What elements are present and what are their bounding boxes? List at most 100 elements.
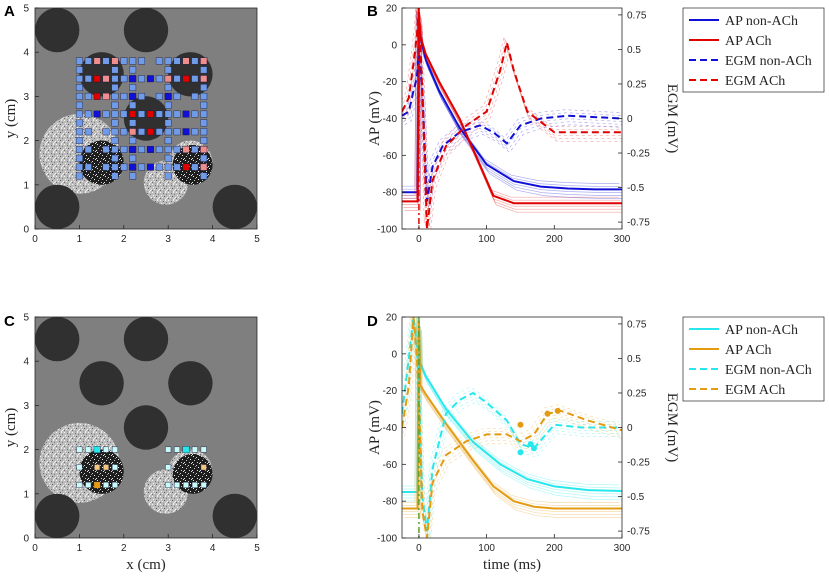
electrode-site (200, 172, 208, 180)
y-axis-label: AP (mV) (367, 400, 383, 455)
electrode-site-ach-light (94, 464, 101, 471)
electrode-site (75, 57, 83, 65)
electrode-site (155, 163, 163, 171)
legend-label: AP ACh (725, 343, 772, 358)
dark-disc (35, 7, 80, 53)
activation-marker (544, 410, 551, 417)
electrode-site (111, 119, 119, 127)
electrode-site-nonach (146, 75, 154, 83)
electrode-site-light (200, 446, 207, 453)
electrode-site (84, 110, 92, 118)
electrode-site (75, 119, 83, 127)
y-tick-label: 20 (386, 4, 398, 15)
electrode-site-ach-light (102, 75, 110, 83)
electrode-site-ach-light (200, 464, 207, 471)
trace-egm-ach (402, 8, 622, 229)
electrode-site-ach (93, 481, 101, 489)
y-tick-label: -100 (377, 534, 397, 545)
y-right-tick-label: -0.75 (627, 527, 650, 538)
legend-label: EGM ACh (725, 383, 785, 398)
electrode-site (129, 101, 137, 109)
electrode-site (138, 163, 146, 171)
electrode-site (111, 172, 119, 180)
electrode-site-light (111, 482, 118, 488)
trace-ap-ach (402, 11, 622, 205)
electrode-site (75, 163, 83, 171)
y-right-tick-label: -0.75 (627, 218, 650, 229)
electrode-site (120, 128, 128, 136)
x-tick-label: 4 (210, 543, 216, 554)
dark-disc (123, 7, 169, 53)
electrode-site (129, 154, 137, 162)
electrode-site (164, 163, 172, 171)
x-tick-label: 3 (165, 234, 171, 245)
electrode-site (129, 137, 137, 145)
electrode-site-ach (182, 75, 190, 83)
x-tick-label: 0 (416, 234, 422, 245)
electrode-site-nonach (129, 92, 137, 100)
dark-disc (35, 493, 80, 539)
electrode-site (164, 145, 172, 153)
axes-frame (34, 316, 258, 539)
y-tick-label: 3 (23, 92, 29, 103)
legend-box (682, 316, 825, 402)
electrode-site (173, 128, 181, 136)
electrode-site (173, 163, 181, 171)
x-tick-label: 1 (77, 543, 83, 554)
electrode-site (138, 92, 146, 100)
y-right-tick-label: -0.25 (627, 458, 650, 469)
trace-variant (404, 20, 622, 213)
activation-marker (527, 441, 534, 448)
trace-variant (402, 317, 621, 529)
electrode-site (75, 75, 83, 83)
electrode-site (84, 163, 92, 171)
electrode-site-light (103, 446, 109, 453)
y-tick-label: 5 (23, 313, 29, 324)
electrode-site (200, 110, 208, 118)
electrode-site-ach (146, 110, 154, 118)
legend-label: AP ACh (725, 34, 772, 49)
axes-frame (34, 7, 258, 230)
trace-variant (404, 329, 622, 518)
y-tick-label: 1 (23, 180, 29, 191)
y-axis-label: AP (mV) (367, 91, 383, 146)
y-right-tick-label: 0 (627, 423, 633, 434)
electrode-site (75, 110, 83, 118)
electrode-site (173, 92, 181, 100)
electrode-site (173, 145, 181, 153)
electrode-site (164, 119, 172, 127)
electrode-site (155, 110, 163, 118)
traces (402, 8, 622, 229)
x-tick-label: 3 (165, 543, 171, 554)
electrode-site-light (165, 482, 172, 488)
y-tick-label: 3 (23, 401, 29, 412)
electrode-site (111, 163, 119, 171)
trace-variant (402, 317, 620, 526)
electrode-site-light (76, 482, 83, 488)
panel-letter: C (4, 313, 15, 330)
y-tick-label: -80 (383, 188, 398, 199)
dark-disc (168, 361, 213, 406)
electrode-site (84, 75, 92, 83)
electrode-site (155, 75, 163, 83)
y-tick-label: -100 (377, 225, 397, 236)
panel-letter: D (367, 313, 378, 330)
electrode-site (111, 101, 119, 109)
electrode-site (164, 57, 172, 65)
electrode-site-nonach (182, 446, 190, 454)
electrode-site (200, 119, 208, 127)
electrode-site (75, 145, 83, 153)
y-tick-label: -40 (383, 423, 398, 434)
y-right-tick-label: -0.5 (627, 492, 645, 503)
electrode-site-nonach (182, 110, 190, 118)
electrode-site (75, 84, 83, 92)
electrode-site (155, 145, 163, 153)
x-tick-label: 5 (254, 234, 260, 245)
activation-marker (531, 445, 537, 452)
electrode-site-nonach (129, 75, 137, 83)
y-tick-label: -20 (383, 77, 398, 88)
electrode-site (111, 154, 119, 162)
electrode-site-light (191, 482, 198, 488)
electrode-site (120, 92, 128, 100)
